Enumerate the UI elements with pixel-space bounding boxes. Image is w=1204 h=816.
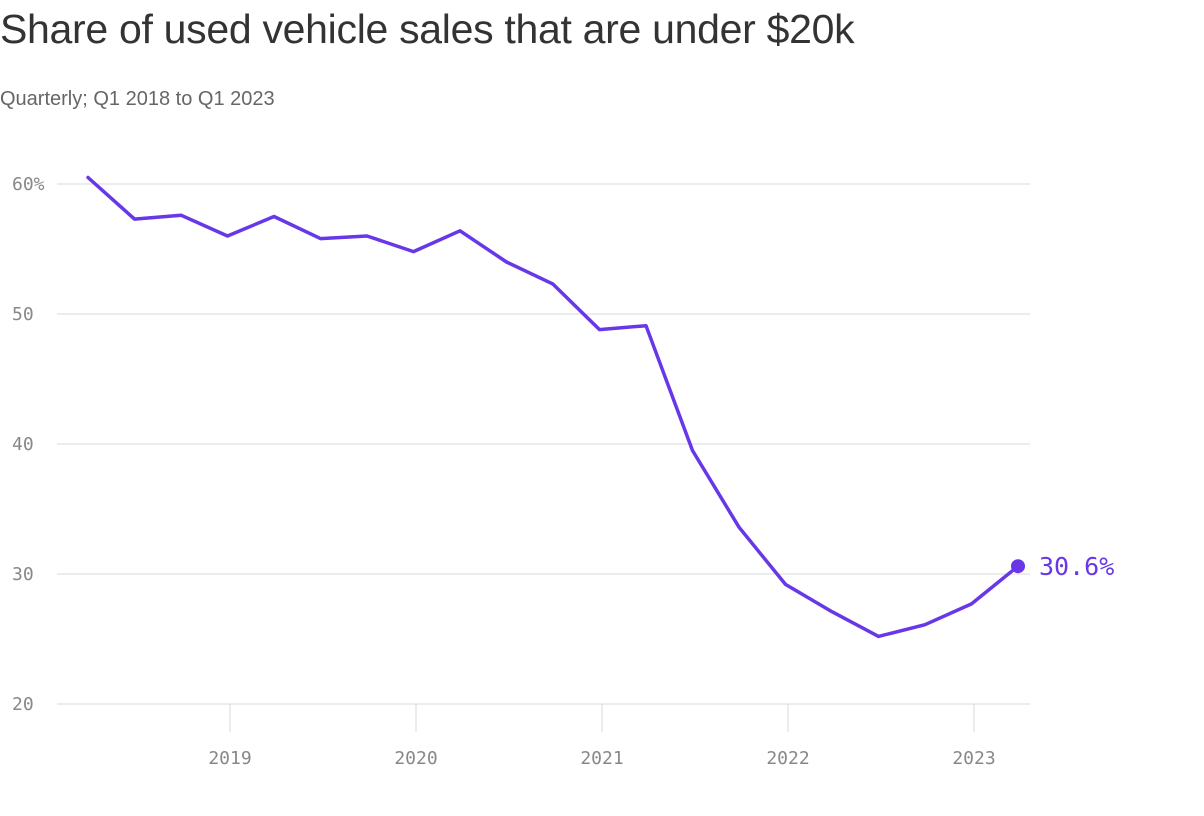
end-point-marker: [1011, 559, 1025, 574]
y-tick-label-50: 50: [12, 304, 34, 325]
y-tick-label-30: 30: [12, 564, 34, 585]
x-axis: 2019 2020 2021 2022 2023: [208, 704, 996, 769]
chart-title: Share of used vehicle sales that are und…: [0, 6, 855, 52]
label-layer: 30.6%: [1039, 552, 1114, 581]
y-tick-label-40: 40: [12, 434, 34, 455]
x-tick-label-2022: 2022: [766, 748, 809, 769]
y-tick-label-20: 20: [12, 694, 34, 715]
grid-layer: 60% 50 40 30 20: [12, 174, 1030, 715]
series-layer: [86, 175, 1025, 639]
y-tick-label-60: 60%: [12, 174, 45, 195]
chart-subtitle: Quarterly; Q1 2018 to Q1 2023: [0, 88, 275, 110]
end-value-label: 30.6%: [1039, 552, 1114, 581]
x-tick-label-2019: 2019: [208, 748, 251, 769]
x-tick-label-2023: 2023: [952, 748, 995, 769]
x-tick-label-2021: 2021: [580, 748, 623, 769]
series-line-0: [86, 175, 1020, 639]
x-tick-label-2020: 2020: [394, 748, 437, 769]
